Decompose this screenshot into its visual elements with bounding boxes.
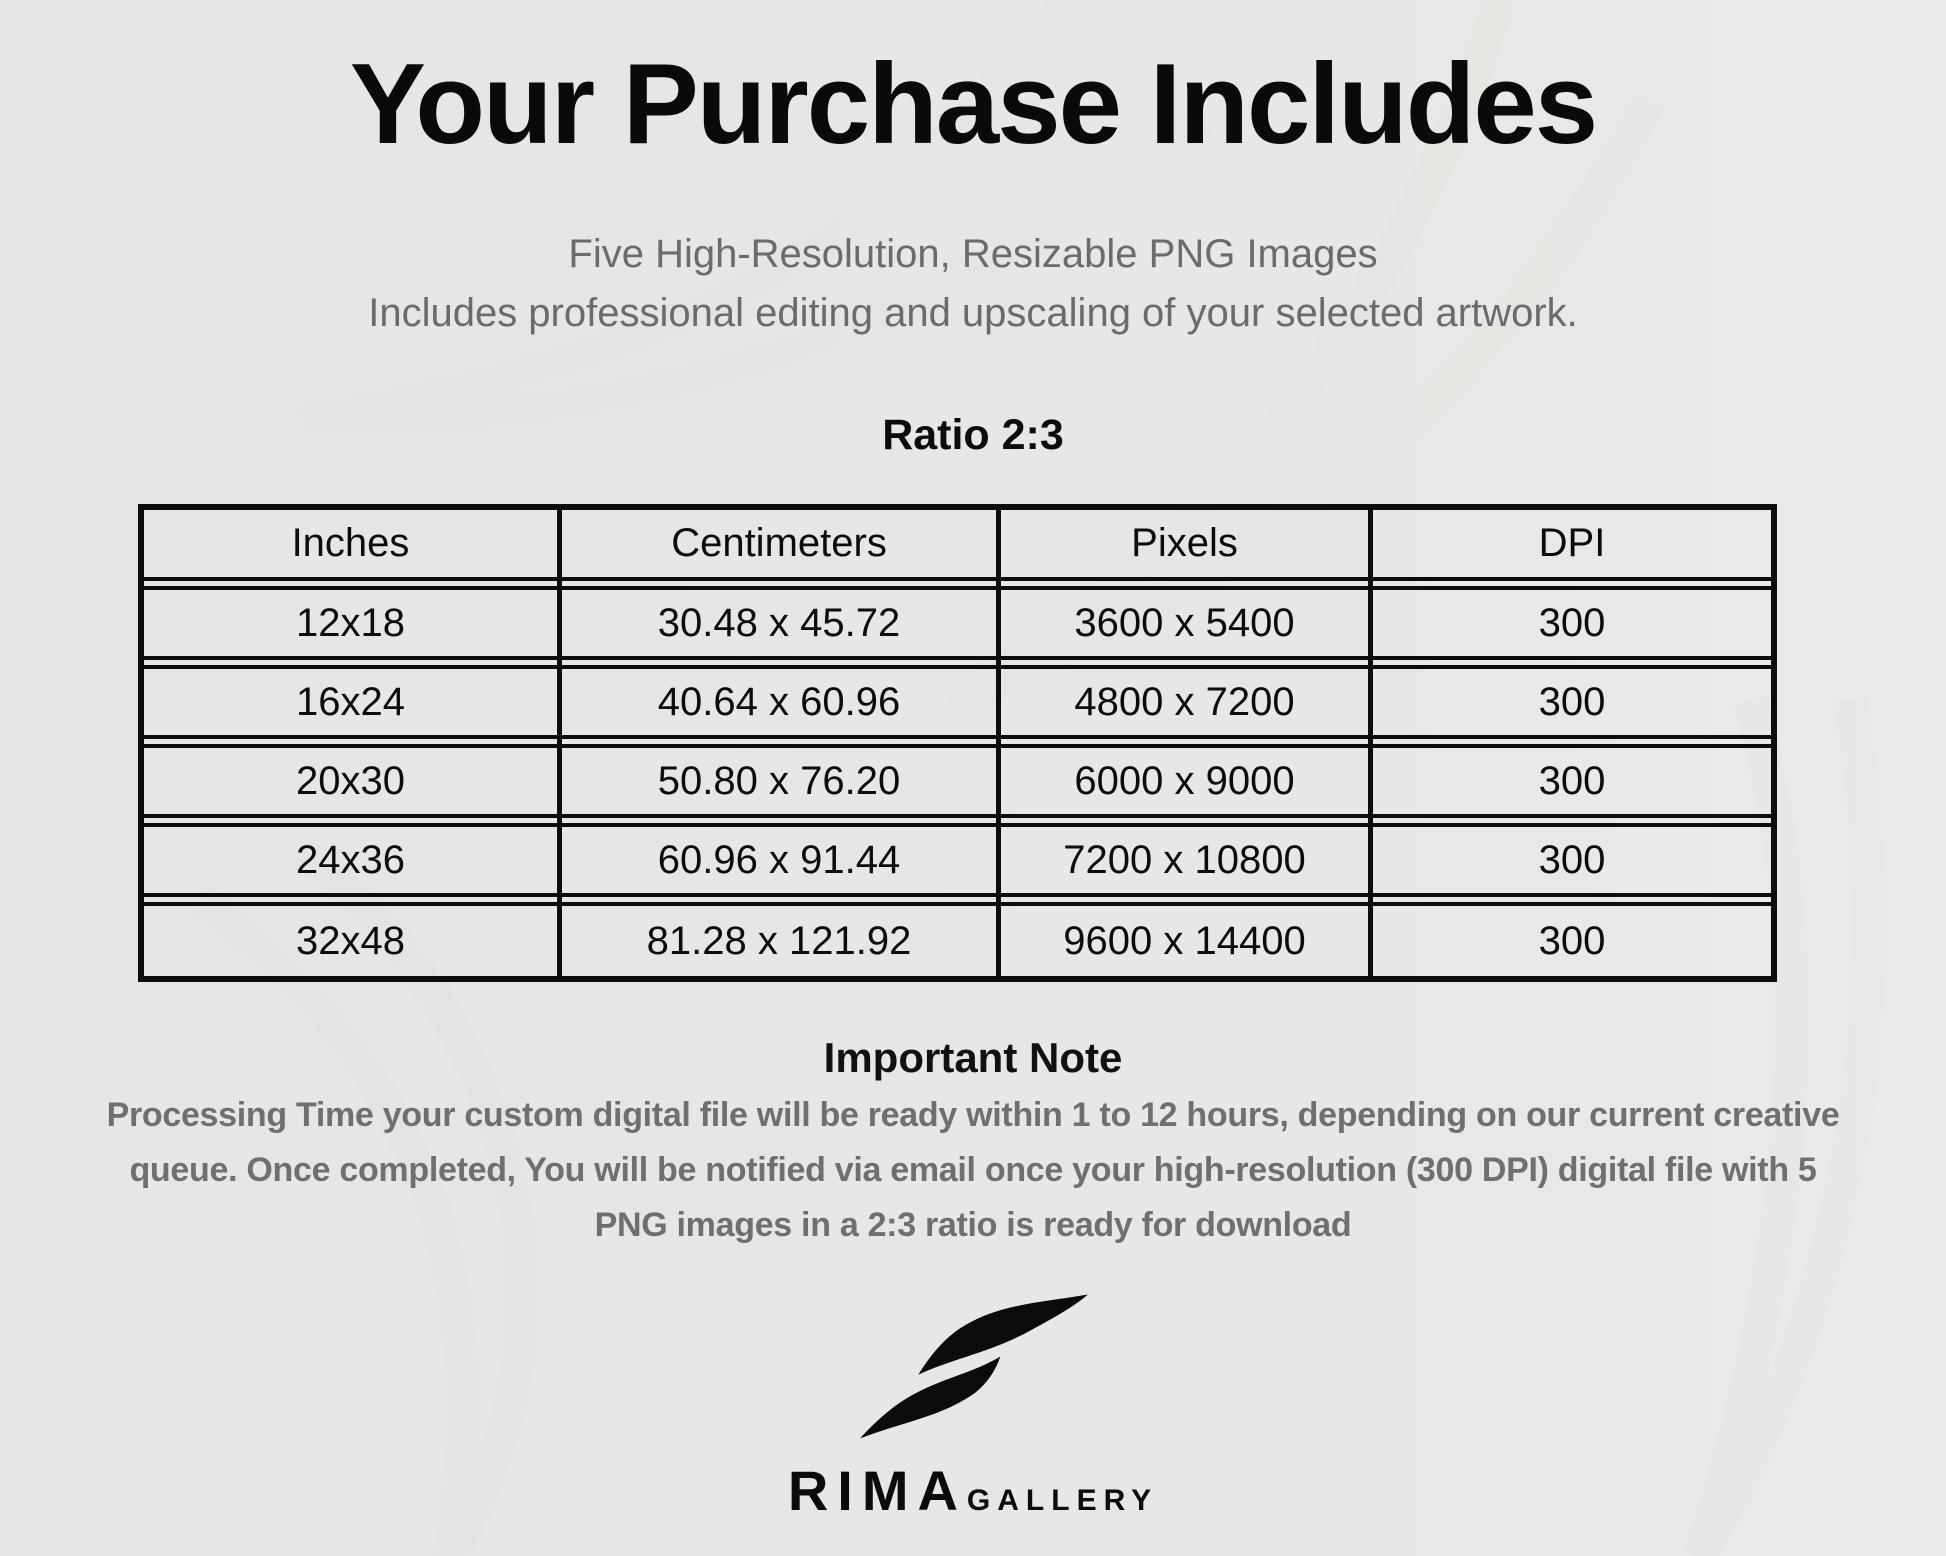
table-cell-inches: 12x18 [144,586,562,661]
size-table-grid: Inches Centimeters Pixels DPI 12x18 30.4… [144,510,1771,977]
ratio-heading: Ratio 2:3 [882,411,1064,460]
table-cell-pixels: 3600 x 5400 [1001,586,1373,661]
table-cell-dpi: 300 [1373,744,1771,819]
table-cell-dpi: 300 [1373,902,1771,976]
column-header-centimeters: Centimeters [562,510,1001,582]
brand-logo: RIMA GALLERY [0,1289,1946,1523]
column-header-inches: Inches [144,510,562,582]
note-heading: Important Note [823,1034,1123,1082]
table-cell-pixels: 4800 x 7200 [1001,665,1373,740]
column-header-pixels: Pixels [1001,510,1373,582]
table-cell-dpi: 300 [1373,823,1771,898]
table-cell-pixels: 6000 x 9000 [1001,744,1373,819]
table-cell-pixels: 7200 x 10800 [1001,823,1373,898]
table-cell-inches: 24x36 [144,823,562,898]
table-cell-inches: 32x48 [144,902,562,977]
content: Your Purchase Includes Five High-Resolut… [0,41,1946,1523]
note-line-2: queue. Once completed, You will be notif… [129,1151,1817,1190]
note-text: Processing Time your custom digital file… [0,1088,1946,1253]
table-cell-centimeters: 50.80 x 76.20 [562,744,1001,819]
brand-name: RIMA [787,1459,967,1523]
size-table: Inches Centimeters Pixels DPI 12x18 30.4… [138,504,1777,983]
note-line-1: Processing Time your custom digital file… [106,1096,1840,1135]
brand-suffix: GALLERY [966,1484,1159,1518]
table-cell-dpi: 300 [1373,665,1771,740]
table-cell-pixels: 9600 x 14400 [1001,902,1373,977]
column-header-dpi: DPI [1373,510,1771,582]
page-title: Your Purchase Includes [349,41,1598,168]
table-cell-centimeters: 60.96 x 91.44 [562,823,1001,898]
brand-swoosh-icon [859,1294,1088,1439]
subtitle: Five High-Resolution, Resizable PNG Imag… [0,225,1946,343]
table-cell-centimeters: 81.28 x 121.92 [562,902,1001,977]
note-line-3: PNG images in a 2:3 ratio is ready for d… [594,1206,1352,1245]
table-cell-centimeters: 40.64 x 60.96 [562,665,1001,740]
subtitle-line-1: Five High-Resolution, Resizable PNG Imag… [568,232,1378,277]
table-cell-inches: 20x30 [144,744,562,819]
table-cell-dpi: 300 [1373,586,1771,661]
brand-wordmark: RIMA GALLERY [788,1458,1158,1523]
table-cell-inches: 16x24 [144,665,562,740]
table-cell-centimeters: 30.48 x 45.72 [562,586,1001,661]
subtitle-line-2: Includes professional editing and upscal… [368,291,1578,336]
